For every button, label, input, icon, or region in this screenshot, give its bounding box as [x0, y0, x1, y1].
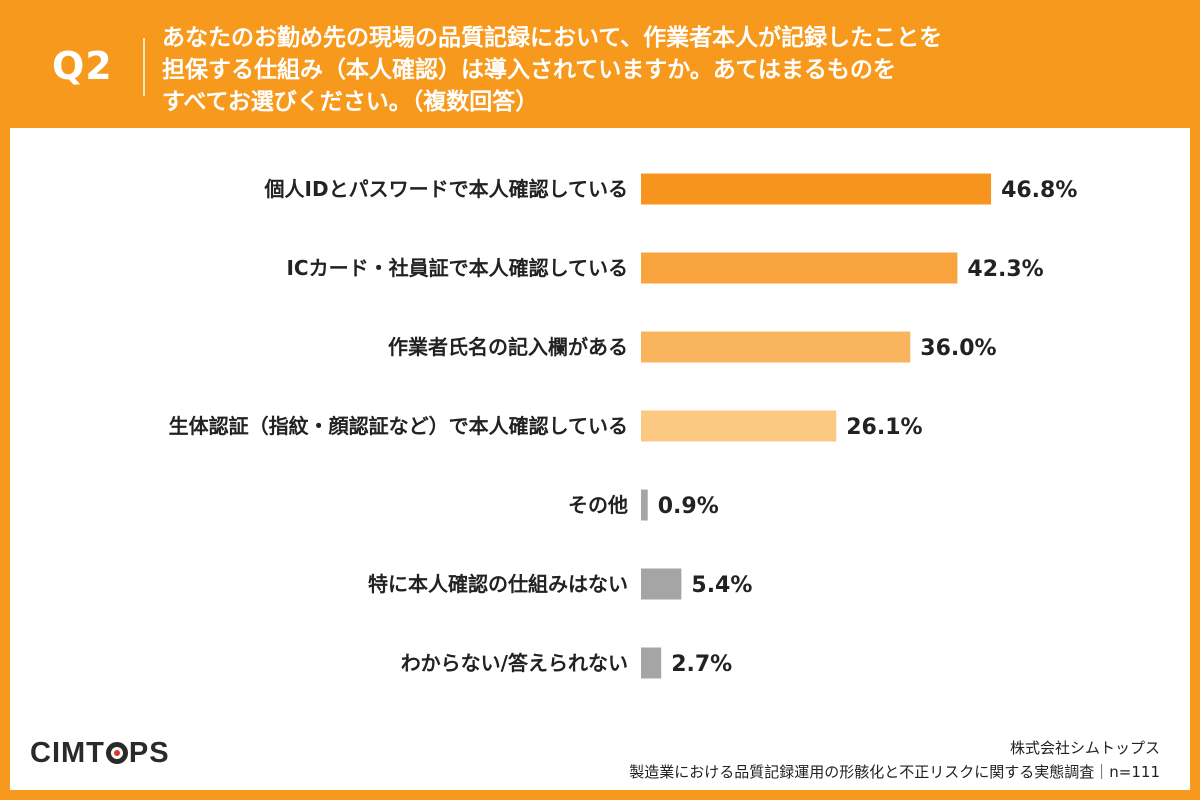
survey-title: 製造業における品質記録運用の形骸化と不正リスクに関する実態調査｜n=111 [629, 763, 1160, 781]
source-note: 株式会社シムトップス 製造業における品質記録運用の形骸化と不正リスクに関する実態… [629, 736, 1160, 784]
bar [641, 331, 911, 363]
category-label: 生体認証（指紋・顔認証など）で本人確認している [169, 414, 628, 438]
category-label: 個人IDとパスワードで本人確認している [264, 177, 628, 201]
category-label: ICカード・社員証で本人確認している [286, 256, 628, 280]
category-label: 特に本人確認の仕組みはない [368, 572, 628, 596]
value-label: 0.9% [658, 494, 719, 519]
question-text: あなたのお勤め先の現場の品質記録において、作業者本人が記録したことを 担保する仕… [162, 22, 1172, 118]
bar [641, 410, 837, 442]
bar [641, 252, 958, 284]
header: Q2 あなたのお勤め先の現場の品質記録において、作業者本人が記録したことを 担保… [0, 0, 1200, 128]
category-label: 作業者氏名の記入欄がある [388, 335, 628, 359]
question-line: あなたのお勤め先の現場の品質記録において、作業者本人が記録したことを [162, 25, 943, 51]
question-divider [143, 38, 145, 96]
question-line: すべてお選びください。（複数回答） [162, 89, 539, 115]
logo-o-ring-icon [105, 742, 128, 764]
value-label: 2.7% [671, 652, 732, 677]
company-name: 株式会社シムトップス [1009, 739, 1160, 757]
bar [641, 568, 682, 600]
value-label: 26.1% [846, 415, 922, 440]
category-label: その他 [568, 493, 628, 517]
value-label: 36.0% [920, 336, 996, 361]
bar [641, 489, 648, 521]
category-label: わからない/答えられない [401, 651, 628, 675]
value-label: 42.3% [967, 257, 1043, 282]
bar-chart: 個人IDとパスワードで本人確認している 46.8% ICカード・社員証で本人確認して… [169, 173, 1077, 679]
value-label: 46.8% [1001, 178, 1077, 203]
value-label: 5.4% [691, 573, 752, 598]
cimtops-logo: CIMT PS [30, 737, 170, 769]
question-number: Q2 [52, 44, 113, 88]
chart-panel: 個人IDとパスワードで本人確認している 46.8% ICカード・社員証で本人確認して… [10, 128, 1190, 790]
bar [641, 173, 992, 205]
question-line: 担保する仕組み（本人確認）は導入されていますか。あてはまるものを [162, 57, 896, 83]
bar [641, 647, 662, 679]
